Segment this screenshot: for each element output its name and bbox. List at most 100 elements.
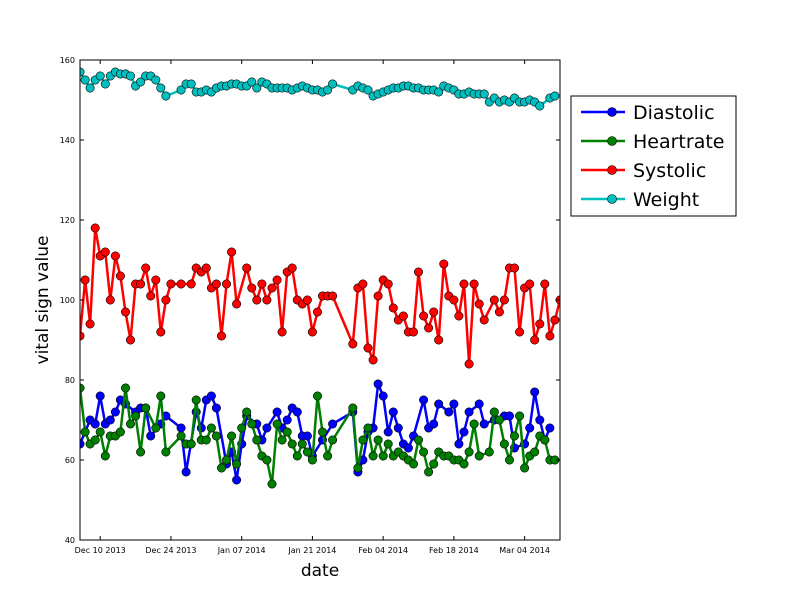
data-point [262, 295, 272, 305]
data-point [126, 71, 136, 81]
data-point [530, 447, 540, 457]
data-point [262, 455, 272, 465]
legend-label: Systolic [633, 160, 706, 182]
data-point [413, 435, 423, 445]
data-point [272, 407, 282, 417]
data-point [282, 427, 292, 437]
data-point [156, 391, 166, 401]
data-point [222, 279, 232, 289]
data-point [201, 263, 211, 273]
x-axis: Dec 10 2013 Dec 24 2013 Jan 07 2014 Jan 21 … [75, 60, 550, 555]
data-point [413, 267, 423, 277]
data-point [222, 455, 232, 465]
data-point [479, 419, 489, 429]
x-tick-label: Feb 04 2014 [358, 546, 408, 555]
data-point [277, 327, 287, 337]
data-point [535, 415, 545, 425]
data-point [540, 435, 550, 445]
data-point [227, 247, 237, 257]
data-point [323, 85, 333, 95]
data-point [419, 395, 429, 405]
data-point [176, 279, 186, 289]
data-point [419, 311, 429, 321]
data-point [388, 303, 398, 313]
data-point [545, 423, 555, 433]
legend-item-systolic: Systolic [581, 160, 706, 182]
data-point [287, 439, 297, 449]
data-point [499, 295, 509, 305]
y-axis: 40 60 80 100 120 140 160 [60, 56, 560, 545]
data-point [80, 75, 90, 85]
data-point [151, 75, 161, 85]
data-point [434, 399, 444, 409]
x-tick-label: Feb 18 2014 [429, 546, 479, 555]
data-point [312, 307, 322, 317]
data-point [494, 415, 504, 425]
data-point [373, 291, 383, 301]
data-point [509, 263, 519, 273]
data-point [217, 331, 227, 341]
data-point [237, 423, 247, 433]
data-point [444, 407, 454, 417]
data-point [363, 85, 373, 95]
data-point [348, 403, 358, 413]
y-tick-label: 100 [60, 296, 75, 305]
data-point [232, 475, 242, 485]
data-point [424, 467, 434, 477]
data-point [535, 101, 545, 111]
data-point [136, 77, 146, 87]
data-point [95, 427, 105, 437]
data-point [328, 291, 338, 301]
data-point [85, 83, 95, 93]
data-point [176, 85, 186, 95]
data-point [302, 431, 312, 441]
data-point [176, 423, 186, 433]
series-diastolic [80, 379, 555, 485]
data-point [353, 463, 363, 473]
data-point [206, 391, 216, 401]
data-point [530, 335, 540, 345]
data-point [525, 279, 535, 289]
data-point [403, 443, 413, 453]
data-point [363, 343, 373, 353]
data-point [550, 91, 560, 101]
data-point [191, 395, 201, 405]
y-tick-label: 60 [65, 456, 75, 465]
data-point [449, 295, 459, 305]
data-point [368, 451, 378, 461]
data-point [121, 307, 131, 317]
data-point [95, 391, 105, 401]
legend-marker [607, 194, 617, 204]
data-point [408, 327, 418, 337]
data-point [186, 279, 196, 289]
data-point [247, 77, 257, 87]
data-point [424, 323, 434, 333]
data-point [181, 467, 191, 477]
data-point [272, 419, 282, 429]
data-point [358, 435, 368, 445]
data-point [80, 427, 90, 437]
data-point [429, 459, 439, 469]
series-heartrate [80, 383, 560, 489]
data-point [489, 295, 499, 305]
data-point [454, 439, 464, 449]
data-point [115, 271, 125, 281]
data-point [378, 391, 388, 401]
data-point [90, 223, 100, 233]
data-point [348, 339, 358, 349]
data-point [434, 87, 444, 97]
data-point [110, 407, 120, 417]
y-tick-label: 120 [60, 216, 75, 225]
y-tick-label: 160 [60, 56, 75, 65]
data-point [520, 463, 530, 473]
series-layer [80, 67, 560, 489]
data-point [328, 79, 338, 89]
data-point [504, 455, 514, 465]
data-point [419, 447, 429, 457]
data-point [540, 279, 550, 289]
data-point [292, 407, 302, 417]
x-tick-label: Jan 07 2014 [217, 546, 266, 555]
data-point [383, 439, 393, 449]
